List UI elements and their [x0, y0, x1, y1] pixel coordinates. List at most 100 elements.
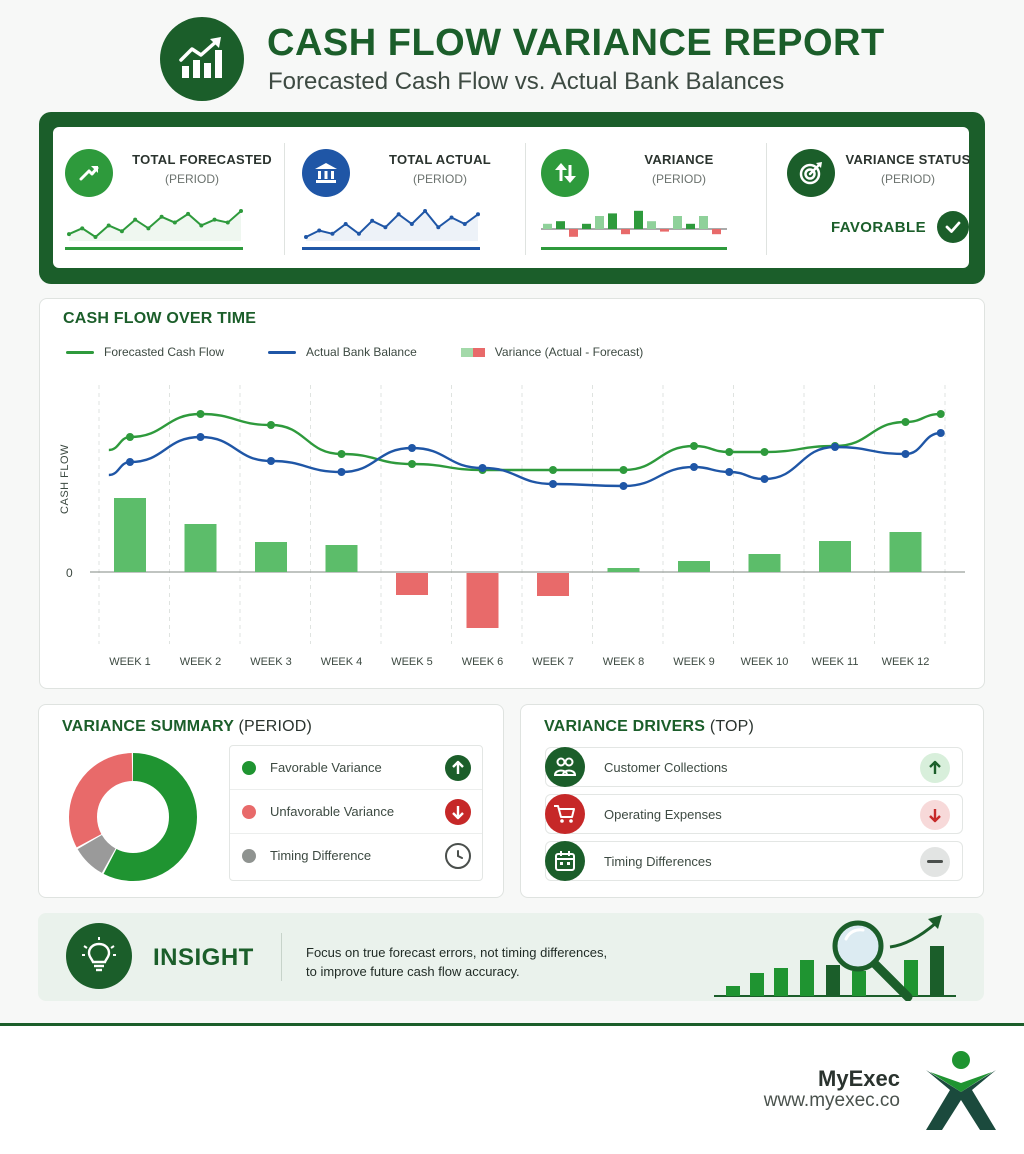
x-tick-label: WEEK 12: [882, 656, 930, 668]
variance-drivers-card: VARIANCE DRIVERS (TOP) Customer Collecti…: [520, 704, 984, 898]
x-tick-label: WEEK 10: [741, 656, 789, 668]
kpi-period: (PERIOD): [165, 172, 219, 186]
series-point: [478, 464, 487, 472]
sparkline-point: [106, 223, 111, 228]
summary-title: VARIANCE SUMMARY (PERIOD): [62, 718, 312, 736]
series-point: [126, 458, 134, 466]
list-item-label: Customer Collections: [604, 760, 728, 775]
variance-bar: [184, 524, 217, 572]
cash-flow-chart: 0 CASH FLOW WEEK 1 WEEK 2 WEEK 3 WEEK 4 WEEK 5…: [59, 385, 965, 668]
sparkbar: [595, 216, 604, 229]
sparkline-point: [146, 226, 151, 231]
sparkline-point: [239, 209, 243, 213]
sparkline-baseline: [65, 247, 243, 250]
kpi-total-actual: TOTAL ACTUAL (PERIOD): [285, 127, 525, 268]
sparkline-point: [212, 217, 217, 222]
legend-line-swatch: [268, 350, 297, 354]
check-icon: [937, 211, 969, 243]
sparkbar: [634, 210, 643, 229]
y-axis-label: CASH FLOW: [59, 444, 71, 514]
sparkline-point: [317, 228, 322, 233]
page-subtitle: Forecasted Cash Flow vs. Actual Bank Bal…: [268, 68, 785, 95]
variance-bar: [114, 498, 146, 572]
lightbulb-icon: [66, 923, 132, 989]
insight-title: INSIGHT: [153, 944, 254, 971]
variance-bar: [396, 573, 428, 595]
legend-label: Forecasted Cash Flow: [104, 345, 225, 359]
series-point: [901, 418, 910, 426]
legend-forecast: Forecasted Cash Flow: [66, 345, 224, 359]
kpi-label: TOTAL FORECASTED: [132, 152, 272, 167]
sparkline-point: [119, 229, 124, 234]
sparkline-point: [383, 225, 388, 230]
forecast-sparkline: [65, 209, 243, 250]
kpi-period: (PERIOD): [881, 172, 935, 186]
insight-line: to improve future cash flow accuracy.: [306, 964, 520, 979]
x-tick-label: WEEK 3: [250, 656, 292, 668]
variance-bar: [537, 573, 569, 596]
variance-donut-chart: [69, 753, 197, 881]
cart-icon: [545, 794, 585, 834]
chart-legend: Forecasted Cash Flow Actual Bank Balance…: [66, 345, 687, 359]
kpi-divider: [766, 143, 767, 255]
series-point: [690, 463, 698, 471]
target-icon: [787, 149, 835, 197]
series-point: [760, 475, 769, 483]
variance-bar: [255, 542, 287, 572]
sparkline-point: [409, 222, 414, 226]
sparkbar: [673, 216, 682, 229]
variance-bar: [466, 573, 499, 628]
series-point: [549, 466, 557, 474]
status-badge: FAVORABLE: [831, 219, 926, 236]
myexec-logo: [926, 1051, 996, 1130]
sparkline-point: [370, 218, 375, 223]
insight-banner: INSIGHT Focus on true forecast errors, n…: [38, 913, 984, 1001]
brand-name: MyExec: [818, 1066, 900, 1091]
variance-sparkbars: [541, 210, 727, 250]
kpi-total-forecasted: TOTAL FORECASTED (PERIOD): [53, 127, 283, 268]
list-item: Favorable Variance: [230, 746, 482, 790]
donut-slice: [69, 753, 197, 881]
sparkline-point: [476, 212, 480, 217]
legend-swatch-positive: [460, 347, 473, 357]
sparkbar: [621, 229, 630, 235]
sparkbar: [647, 221, 656, 229]
list-item: Timing Difference: [230, 834, 482, 878]
series-point: [549, 480, 557, 488]
bank-icon: [302, 149, 350, 197]
x-tick-label: WEEK 8: [603, 656, 645, 668]
sparkline-point: [356, 231, 361, 236]
drivers-title-text: VARIANCE DRIVERS: [544, 718, 706, 735]
sparkline-point: [343, 222, 348, 226]
series-point: [760, 448, 769, 456]
brand-url[interactable]: www.myexec.co: [763, 1090, 900, 1111]
favorable-dot: [242, 761, 256, 775]
sparkline-point: [199, 223, 204, 228]
series-line: [108, 431, 941, 488]
sparkbar: [686, 223, 695, 229]
variance-bar: [678, 561, 710, 572]
cash-flow-chart-card: CASH FLOW OVER TIME Forecasted Cash Flow…: [39, 298, 985, 689]
trend-up-icon: [65, 149, 113, 197]
arrow-up-icon: [445, 755, 471, 781]
kpi-label: VARIANCE STATUS: [845, 152, 971, 167]
sparkline-point: [186, 211, 191, 216]
kpi-period: (PERIOD): [413, 172, 467, 186]
series-point: [267, 421, 275, 429]
series-point: [619, 466, 628, 474]
legend-line-swatch: [66, 350, 94, 354]
page-title: CASH FLOW VARIANCE REPORT: [267, 22, 885, 64]
list-item: Timing Differences: [545, 841, 963, 881]
series-point: [196, 433, 205, 441]
legend-actual: Actual Bank Balance: [268, 345, 417, 359]
timing-dot: [242, 849, 256, 863]
x-tick-label: WEEK 4: [321, 656, 363, 668]
series-point: [690, 442, 698, 450]
kpi-divider: [284, 143, 285, 255]
x-tick-label: WEEK 5: [391, 656, 433, 668]
sparkline-area: [306, 211, 478, 241]
kpi-variance: VARIANCE (PERIOD): [526, 127, 766, 268]
sparkbar: [608, 213, 617, 229]
sparkbar: [582, 223, 591, 229]
series-point: [936, 429, 945, 437]
